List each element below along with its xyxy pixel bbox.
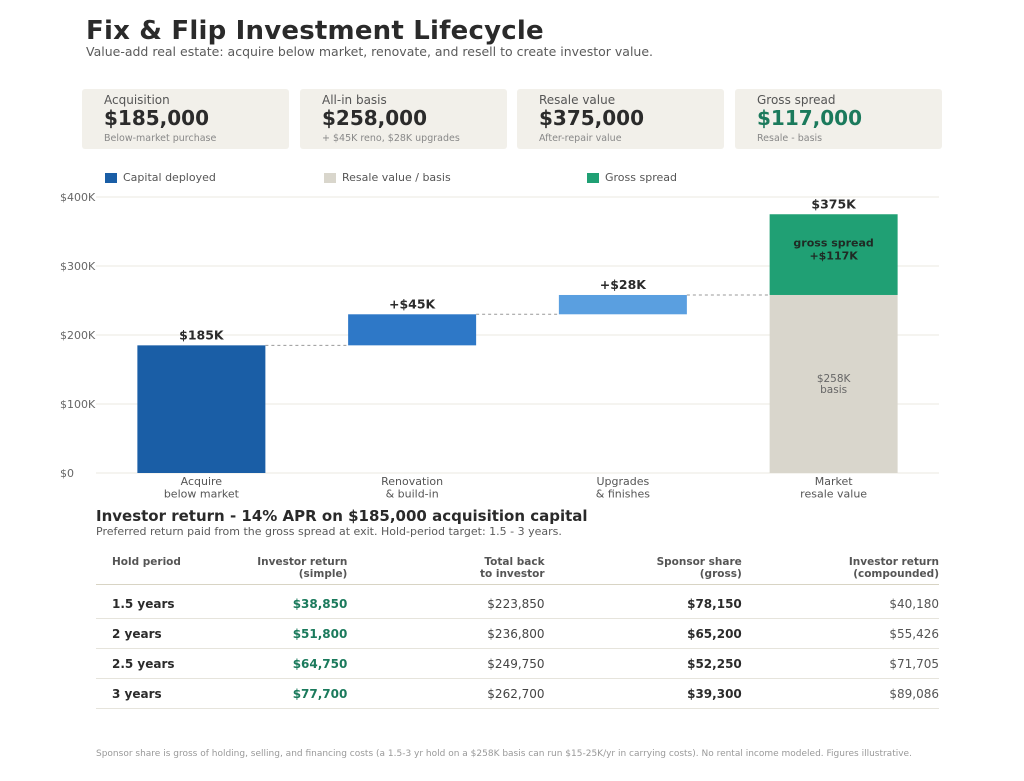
final-bar-total-label: $375K	[811, 196, 857, 211]
cell-hold-period: 1.5 years	[96, 584, 248, 619]
cell-total-back: $236,800	[347, 618, 545, 649]
card-sub: Resale - basis	[757, 133, 823, 144]
card-label: All-in basis	[322, 93, 387, 107]
cell-investor-return-compounded: $40,180	[741, 584, 939, 619]
final-bar-segment-label: gross spread +$117K	[793, 237, 873, 263]
legend-swatch	[105, 172, 117, 183]
card-value: $117,000	[757, 106, 863, 130]
investor-section-subtitle: Preferred return paid from the gross spr…	[96, 525, 562, 538]
col-sponsor-share: Sponsor share (gross)	[544, 553, 742, 585]
cell-total-back: $249,750	[347, 648, 545, 679]
card-sub: After-repair value	[539, 133, 622, 144]
y-tick-label: $100K	[60, 398, 96, 411]
col-investor-return-compounded: Investor return (compounded)	[741, 553, 939, 585]
card-label: Resale value	[539, 93, 616, 107]
legend-label: Resale value / basis	[342, 171, 451, 184]
card-value: $258,000	[322, 106, 428, 130]
y-tick-label: $300K	[60, 260, 96, 273]
cell-hold-period: 2.5 years	[96, 648, 248, 679]
legend-swatch	[587, 172, 599, 183]
x-tick-label: Upgrades & finishes	[596, 475, 651, 501]
bar-value-label: +$28K	[600, 277, 648, 292]
bar-2	[348, 314, 477, 346]
cell-investor-return-compounded: $89,086	[741, 678, 939, 709]
bar-3	[558, 294, 687, 315]
card-all-in-basis: All-in basis $258,000 + $45K reno, $28K …	[300, 89, 507, 149]
cell-investor-return-compounded: $55,426	[741, 618, 939, 649]
card-sub: Below-market purchase	[104, 133, 217, 144]
legend-swatch	[324, 172, 336, 183]
cell-investor-return-simple: $77,700	[247, 678, 348, 709]
cell-hold-period: 3 years	[96, 678, 248, 709]
legend-label: Gross spread	[605, 171, 677, 184]
footnote: Sponsor share is gross of holding, selli…	[96, 749, 912, 759]
table-header-row: Hold period Investor return (simple) Tota…	[96, 553, 939, 585]
final-bar-spread	[769, 214, 898, 295]
legend-capital-deployed: Capital deployed	[105, 171, 216, 184]
card-label: Acquisition	[104, 93, 170, 107]
col-hold-period: Hold period	[96, 553, 248, 585]
cell-investor-return-simple: $38,850	[247, 584, 348, 619]
page-title: Fix & Flip Investment Lifecycle	[86, 16, 544, 46]
table-row: 1.5 years $38,850 $223,850 $78,150 $40,1…	[96, 584, 939, 619]
col-total-back: Total back to investor	[347, 553, 545, 585]
card-gross-spread: Gross spread $117,000 Resale - basis	[735, 89, 942, 149]
card-value: $375,000	[539, 106, 645, 130]
col-investor-return-simple: Investor return (simple)	[247, 553, 348, 585]
cell-total-back: $262,700	[347, 678, 545, 709]
y-tick-label: $0	[60, 467, 74, 480]
cell-sponsor-share: $65,200	[544, 618, 742, 649]
x-tick-label: Market resale value	[800, 475, 867, 501]
waterfall-chart: $0 $100K $200K $300K $400K $185K +$45K +$28K $25…	[60, 191, 939, 501]
card-sub: + $45K reno, $28K upgrades	[322, 133, 460, 144]
card-acquisition: Acquisition $185,000 Below-market purcha…	[82, 89, 289, 149]
bar-value-label: $185K	[179, 327, 225, 342]
bar-value-label: +$45K	[389, 296, 437, 311]
x-tick-label: Renovation & build-in	[381, 475, 443, 501]
final-bar-basis	[769, 294, 898, 473]
table-row: 2.5 years $64,750 $249,750 $52,250 $71,7…	[96, 648, 939, 679]
card-resale-value: Resale value $375,000 After-repair value	[517, 89, 724, 149]
page-subtitle: Value-add real estate: acquire below mar…	[86, 44, 654, 59]
investor-section-title: Investor return - 14% APR on $185,000 ac…	[96, 507, 588, 525]
card-label: Gross spread	[757, 93, 836, 107]
bar-1	[137, 345, 266, 473]
y-tick-label: $400K	[60, 191, 96, 204]
cell-investor-return-simple: $64,750	[247, 648, 348, 679]
cell-sponsor-share: $39,300	[544, 678, 742, 709]
cell-investor-return-compounded: $71,705	[741, 648, 939, 679]
x-tick-label: Acquire below market	[164, 475, 240, 501]
legend-label: Capital deployed	[123, 171, 216, 184]
y-tick-label: $200K	[60, 329, 96, 342]
cell-hold-period: 2 years	[96, 618, 248, 649]
table-row: 2 years $51,800 $236,800 $65,200 $55,426	[96, 618, 939, 649]
investor-return-table: Hold period Investor return (simple) Tota…	[96, 553, 939, 709]
legend-resale-basis: Resale value / basis	[324, 171, 451, 184]
table-row: 3 years $77,700 $262,700 $39,300 $89,086	[96, 678, 939, 709]
card-value: $185,000	[104, 106, 210, 130]
cell-total-back: $223,850	[347, 584, 545, 619]
final-bar-segment-label: $258K basis	[817, 373, 852, 396]
cell-sponsor-share: $52,250	[544, 648, 742, 679]
legend-gross-spread: Gross spread	[587, 171, 677, 184]
cell-investor-return-simple: $51,800	[247, 618, 348, 649]
cell-sponsor-share: $78,150	[544, 584, 742, 619]
